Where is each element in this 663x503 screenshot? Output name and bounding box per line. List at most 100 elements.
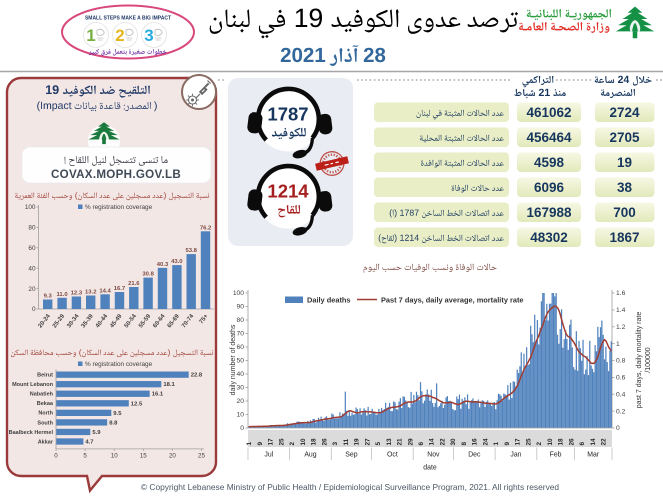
svg-text:Bekaa: Bekaa [37,401,54,407]
svg-text:167988: 167988 [526,205,572,220]
svg-text:0: 0 [616,425,620,432]
svg-text:17: 17 [515,438,522,446]
svg-text:2: 2 [289,442,296,446]
svg-text:6: 6 [418,442,425,446]
svg-text:75+: 75+ [199,313,210,325]
svg-text:10: 10 [111,452,118,459]
svg-text:40: 40 [237,371,245,378]
svg-text:100: 100 [233,290,244,297]
svg-text:25: 25 [278,438,285,446]
svg-text:18.1: 18.1 [163,382,175,388]
svg-text:10: 10 [547,438,554,446]
svg-text:daily number of deaths: daily number of deaths [230,324,237,395]
svg-text:16.1: 16.1 [152,392,164,398]
svg-text:9: 9 [257,442,264,446]
svg-text:0: 0 [240,425,244,432]
svg-text:43.0: 43.0 [171,259,183,265]
svg-text:2: 2 [115,26,124,45]
svg-text:1214: 1214 [267,181,309,202]
svg-text:14: 14 [429,438,436,446]
svg-text:40.3: 40.3 [157,262,169,268]
svg-text:Aug: Aug [304,452,316,459]
svg-text:26: 26 [321,438,328,446]
svg-text:1787: 1787 [267,103,308,124]
svg-text:53.8: 53.8 [185,248,197,254]
svg-text:Dec: Dec [468,452,481,459]
svg-text:19: 19 [354,438,361,446]
svg-text:% registration coverage: % registration coverage [85,204,153,211]
svg-text:13.2: 13.2 [85,290,97,296]
svg-text:22: 22 [601,438,608,446]
svg-text:76.2: 76.2 [200,225,212,231]
svg-text:26: 26 [568,438,575,446]
svg-text:/100000: /100000 [645,347,652,372]
svg-text:22.8: 22.8 [191,373,203,379]
svg-text:3: 3 [332,442,339,446]
svg-text:Baalbeck Hermel: Baalbeck Hermel [9,430,54,436]
svg-text:4598: 4598 [534,155,565,170]
svg-text:0.2: 0.2 [616,408,626,415]
svg-text:1867: 1867 [609,230,639,245]
svg-text:38: 38 [617,180,633,195]
svg-text:461062: 461062 [526,105,571,120]
svg-text:8.8: 8.8 [109,420,118,426]
svg-text:10: 10 [237,412,245,419]
svg-text:2724: 2724 [609,105,640,120]
svg-text:0: 0 [32,306,36,313]
svg-text:60: 60 [237,344,245,351]
svg-text:9.5: 9.5 [113,411,122,417]
svg-text:% registration coverage: % registration coverage [85,361,153,368]
svg-text:past 7 days, daily mortality r: past 7 days, daily mortality rate [636,312,643,409]
svg-text:29: 29 [407,438,414,446]
svg-text:70: 70 [237,331,245,338]
svg-text:20: 20 [28,286,36,293]
svg-text:5: 5 [375,442,382,446]
svg-text:1: 1 [246,442,253,446]
svg-text:12.3: 12.3 [71,290,83,296]
svg-text:25: 25 [525,438,532,446]
svg-text:date: date [423,465,437,472]
svg-text:8: 8 [461,442,468,446]
svg-text:20: 20 [237,398,245,405]
svg-text:11.0: 11.0 [56,292,68,298]
svg-text:Beirut: Beirut [37,373,53,379]
svg-text:Jan: Jan [510,452,521,459]
svg-text:6096: 6096 [534,180,565,195]
svg-text:1: 1 [616,341,620,348]
svg-text:6: 6 [579,442,586,446]
svg-text:1: 1 [86,26,95,45]
svg-text:19: 19 [617,155,632,170]
svg-text:22: 22 [439,438,446,446]
svg-text:90: 90 [237,304,245,311]
svg-text:Mar: Mar [587,452,600,459]
svg-text:COVAX.MOPH.GOV.LB: COVAX.MOPH.GOV.LB [51,168,181,181]
svg-text:30: 30 [237,385,245,392]
svg-text:21.6: 21.6 [128,281,140,287]
svg-text:9.3: 9.3 [44,294,53,300]
svg-text:700: 700 [613,205,636,220]
svg-text:4.7: 4.7 [85,439,94,445]
svg-text:5: 5 [83,452,87,459]
svg-text:30.8: 30.8 [142,272,154,278]
svg-text:80: 80 [237,317,245,324]
svg-text:Jul: Jul [264,452,273,459]
svg-text:SMALL STEPS MAKE A BIG IMPACT: SMALL STEPS MAKE A BIG IMPACT [85,16,171,22]
svg-text:16: 16 [472,438,479,446]
svg-text:South: South [37,420,53,426]
svg-text:10: 10 [300,438,307,446]
svg-text:80: 80 [28,225,36,232]
svg-text:50: 50 [237,358,245,365]
svg-text:North: North [38,411,53,417]
svg-text:18: 18 [558,438,565,446]
svg-text:2705: 2705 [609,130,640,145]
svg-text:3: 3 [144,26,153,45]
svg-text:9: 9 [504,442,511,446]
svg-text:13: 13 [386,438,393,446]
svg-text:25: 25 [198,452,205,459]
svg-text:21: 21 [397,438,404,446]
svg-text:1.2: 1.2 [616,324,626,331]
svg-text:0: 0 [54,452,58,459]
svg-text:Sep: Sep [345,452,357,459]
svg-text:100: 100 [25,204,36,211]
svg-text:60: 60 [28,245,36,252]
